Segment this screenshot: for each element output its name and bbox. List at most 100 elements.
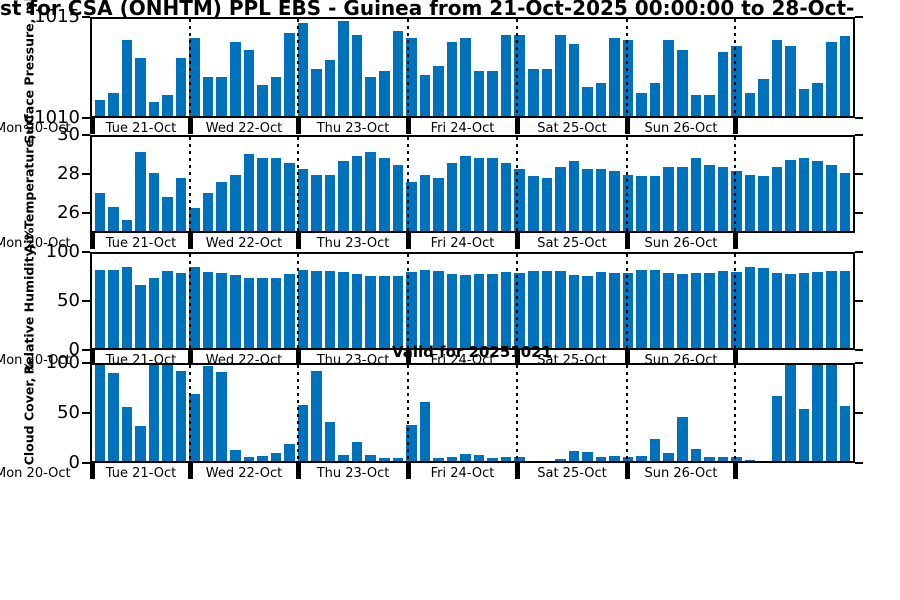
bar xyxy=(351,155,363,231)
bar xyxy=(758,79,769,116)
day-boundary-tick xyxy=(296,350,301,366)
bar xyxy=(270,453,282,461)
bar xyxy=(135,57,146,116)
bar xyxy=(189,393,200,461)
bar xyxy=(500,34,512,116)
day-boundary-tick xyxy=(188,118,193,134)
day-boundary-dotted-line xyxy=(734,19,736,116)
day-boundary-dotted-line xyxy=(626,137,628,231)
bar xyxy=(406,182,417,231)
bar xyxy=(771,272,783,348)
day-boundary-tick xyxy=(406,233,411,249)
bar xyxy=(392,275,404,348)
day-label: Tue 21-Oct xyxy=(105,121,177,136)
bar xyxy=(595,168,607,231)
bar xyxy=(500,457,512,461)
bar xyxy=(677,167,688,231)
bar xyxy=(514,457,525,461)
y-tick-mark xyxy=(855,362,863,364)
y-tick-mark xyxy=(82,362,90,364)
cloud-cover-bars xyxy=(93,365,852,461)
y-tick-mark xyxy=(82,212,90,215)
bar xyxy=(135,152,146,231)
bar xyxy=(677,416,688,461)
bar xyxy=(94,193,106,231)
bar xyxy=(500,271,512,348)
bar xyxy=(839,172,851,231)
bar xyxy=(487,458,498,461)
y-tick-label: 30 xyxy=(57,124,80,145)
bar xyxy=(785,273,796,348)
bar xyxy=(826,42,837,116)
y-tick-label: 26 xyxy=(57,202,80,224)
bar xyxy=(609,38,620,116)
day-boundary-tick xyxy=(515,350,520,366)
y-tick-label: 1015 xyxy=(34,6,80,27)
bar xyxy=(690,94,702,116)
y-tick-mark xyxy=(82,134,90,136)
day-label: Wed 22-Oct xyxy=(205,121,283,136)
day-boundary-tick xyxy=(296,233,301,249)
day-boundary-dotted-line xyxy=(516,19,518,116)
bar xyxy=(771,167,783,231)
bar xyxy=(609,456,620,461)
bar xyxy=(514,34,525,116)
day-label: Thu 23-Oct xyxy=(316,236,390,251)
bar xyxy=(433,178,444,231)
bar xyxy=(324,174,336,231)
y-tick-label: 1010 xyxy=(34,107,80,128)
bar xyxy=(365,455,376,461)
day-label: Thu 23-Oct xyxy=(316,121,390,136)
bar xyxy=(622,174,634,231)
bar xyxy=(94,269,106,348)
bar xyxy=(392,458,404,461)
day-boundary-dotted-line xyxy=(407,365,409,461)
bar xyxy=(487,273,498,348)
bar xyxy=(744,267,756,348)
day-boundary-tick xyxy=(188,463,193,479)
bar xyxy=(798,409,810,461)
bar xyxy=(297,168,309,231)
bar xyxy=(731,46,742,116)
bar xyxy=(568,274,580,348)
bar xyxy=(528,176,539,231)
day-boundary-tick xyxy=(515,118,520,134)
bar xyxy=(785,159,796,231)
day-boundary-dotted-line xyxy=(516,365,518,461)
bar xyxy=(162,365,173,461)
bar xyxy=(514,168,525,231)
bar xyxy=(419,174,431,231)
bar xyxy=(148,102,160,116)
bar xyxy=(351,273,363,348)
bar xyxy=(812,161,824,231)
bar xyxy=(162,270,173,348)
day-boundary-tick xyxy=(625,350,630,366)
bar xyxy=(108,206,119,231)
bar xyxy=(311,270,322,348)
bar xyxy=(636,269,647,348)
y-tick-mark xyxy=(855,173,863,176)
y-tick-mark xyxy=(82,349,90,351)
bar xyxy=(202,193,214,231)
bar xyxy=(839,406,851,461)
bar xyxy=(229,174,241,231)
day-boundary-tick xyxy=(90,233,95,249)
day-boundary-dotted-line xyxy=(516,137,518,231)
bar xyxy=(649,438,661,461)
bar xyxy=(94,365,106,461)
air-temperature-plot xyxy=(90,135,855,233)
bar xyxy=(419,402,431,461)
day-boundary-tick xyxy=(296,463,301,479)
bar xyxy=(663,167,675,231)
bar xyxy=(338,161,349,231)
bar xyxy=(690,448,702,461)
bar xyxy=(270,157,282,231)
bar xyxy=(433,65,444,116)
surface-pressure-plot xyxy=(90,17,855,118)
day-label: Tue 21-Oct xyxy=(105,236,177,251)
bar xyxy=(216,371,227,461)
bar xyxy=(690,272,702,348)
y-tick-mark xyxy=(855,412,863,414)
day-label: Fri 24-Oct xyxy=(430,121,495,136)
day-boundary-dotted-line xyxy=(407,254,409,348)
